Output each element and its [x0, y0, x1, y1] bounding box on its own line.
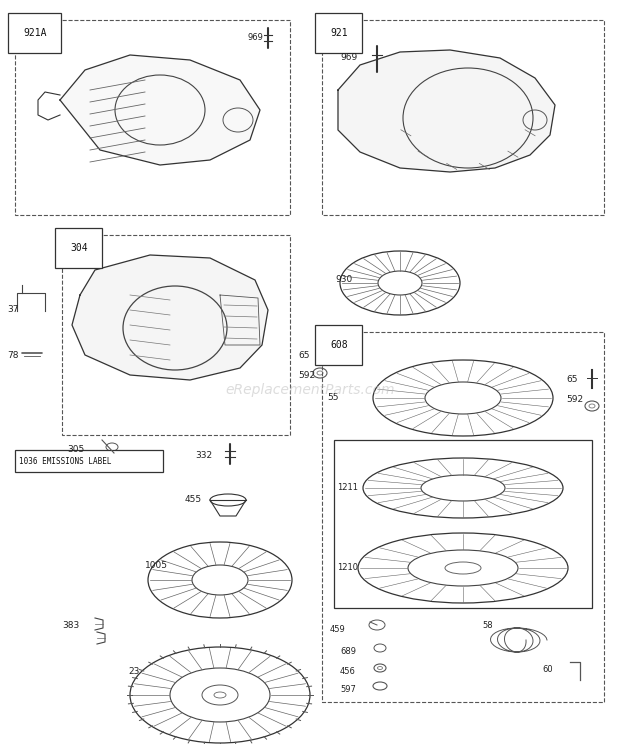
- Text: 969: 969: [248, 33, 264, 42]
- Text: 78: 78: [7, 350, 19, 359]
- Text: 65: 65: [566, 376, 577, 385]
- Bar: [15, 450, 163, 472]
- Text: 455: 455: [185, 496, 202, 504]
- Polygon shape: [60, 55, 260, 165]
- Text: 37: 37: [7, 306, 19, 315]
- Text: 969: 969: [340, 54, 357, 62]
- Text: 58: 58: [482, 620, 493, 629]
- Text: 592: 592: [566, 396, 583, 405]
- Text: 383: 383: [62, 620, 79, 629]
- Text: eReplacementParts.com: eReplacementParts.com: [225, 383, 395, 397]
- Bar: [322, 332, 604, 702]
- Text: 456: 456: [340, 667, 356, 676]
- Text: 305: 305: [67, 446, 84, 455]
- Text: 1005: 1005: [145, 560, 168, 569]
- Text: 304: 304: [70, 243, 87, 253]
- Text: 60: 60: [542, 665, 552, 675]
- Text: 930: 930: [335, 275, 352, 284]
- Text: 592: 592: [298, 371, 315, 379]
- Text: 1211: 1211: [337, 484, 358, 493]
- Text: 921A: 921A: [23, 28, 46, 38]
- Bar: [322, 20, 604, 215]
- Text: 332: 332: [195, 451, 212, 460]
- Text: 55: 55: [327, 394, 339, 403]
- Text: 689: 689: [340, 647, 356, 656]
- Text: 1036 EMISSIONS LABEL: 1036 EMISSIONS LABEL: [19, 457, 112, 466]
- Bar: [15, 20, 290, 215]
- Text: 608: 608: [330, 340, 348, 350]
- Text: 65: 65: [298, 350, 309, 359]
- Text: 921: 921: [330, 28, 348, 38]
- Text: 597: 597: [340, 685, 356, 694]
- Text: 23: 23: [128, 667, 140, 676]
- Polygon shape: [72, 255, 268, 380]
- Bar: [62, 235, 290, 435]
- Text: 459: 459: [330, 626, 346, 635]
- Polygon shape: [338, 50, 555, 172]
- Bar: [334, 440, 592, 608]
- Text: 1210: 1210: [337, 563, 358, 572]
